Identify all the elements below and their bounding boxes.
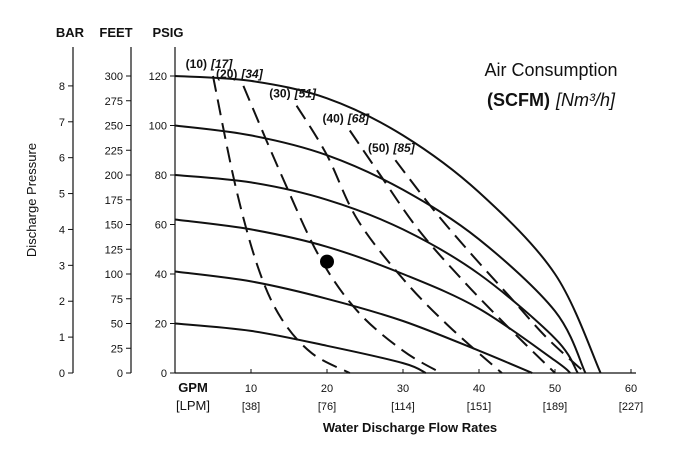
pressure-curve-6 xyxy=(174,322,427,374)
y-axis-psig-header: PSIG xyxy=(152,25,183,40)
y-tick-label: 0 xyxy=(59,368,65,380)
air-curve-scfm: (40) xyxy=(322,111,343,125)
y-tick-label: 1 xyxy=(59,332,65,344)
y-tick-label: 80 xyxy=(155,170,167,182)
y-tick-label: 175 xyxy=(105,195,123,207)
pressure-curve-4 xyxy=(174,218,571,374)
air-curve-4 xyxy=(348,129,556,374)
air-curve-label-2: (20) [34] xyxy=(216,67,264,81)
air-curve-label-1: (10) [17] xyxy=(186,57,234,71)
y-tick-label: 6 xyxy=(59,153,65,165)
air-curve-3 xyxy=(295,105,503,374)
x-tick-label: 40 xyxy=(473,383,485,395)
y-tick-label: 8 xyxy=(59,81,65,93)
y-tick-label: 120 xyxy=(149,71,167,83)
y-tick-label: 50 xyxy=(111,319,123,331)
y-tick-label: 150 xyxy=(105,220,123,232)
air-curve-scfm: (50) xyxy=(368,141,389,155)
air-curve-nm3h: [51] xyxy=(294,87,317,101)
pressure-curve-2 xyxy=(174,124,587,374)
y-tick-label: 4 xyxy=(59,224,65,236)
y-tick-label: 75 xyxy=(111,294,123,306)
y-tick-label: 2 xyxy=(59,296,65,308)
legend-units-nm3h: [Nm³/h] xyxy=(555,90,616,110)
air-curve-nm3h: [68] xyxy=(347,111,370,125)
air-curve-nm3h: [17] xyxy=(210,57,233,71)
air-curve-scfm: (20) xyxy=(216,67,237,81)
x-tick-label-lpm: [189] xyxy=(543,401,567,413)
y-tick-label: 300 xyxy=(105,71,123,83)
y-tick-label: 7 xyxy=(59,117,65,129)
y-tick-label: 5 xyxy=(59,189,65,201)
x-tick-label-lpm: [227] xyxy=(619,401,643,413)
y-tick-label: 20 xyxy=(155,319,167,331)
air-curve-label-3: (30) [51] xyxy=(269,87,317,101)
y-tick-label: 25 xyxy=(111,343,123,355)
x-tick-label-lpm: [114] xyxy=(391,401,415,413)
pressure-curve-3 xyxy=(174,174,579,374)
air-curve-2 xyxy=(242,85,442,374)
x-tick-label: 10 xyxy=(245,383,257,395)
y-tick-label: 125 xyxy=(105,244,123,256)
text-layer: BAR012345678FEET025507510012515017520022… xyxy=(24,25,643,435)
x-tick-label: 60 xyxy=(625,383,637,395)
x-tick-label-lpm: [38] xyxy=(242,401,260,413)
y-axis-feet-header: FEET xyxy=(99,25,132,40)
y-tick-label: 100 xyxy=(105,269,123,281)
curves-layer xyxy=(174,75,602,374)
x-tick-label-lpm: [76] xyxy=(318,401,336,413)
x-unit-label: GPM xyxy=(178,380,208,395)
y-tick-label: 275 xyxy=(105,96,123,108)
air-curve-scfm: (10) xyxy=(186,57,207,71)
x-tick-label-lpm: [151] xyxy=(467,401,491,413)
y-tick-label: 225 xyxy=(105,145,123,157)
y-tick-label: 60 xyxy=(155,220,167,232)
air-curve-nm3h: [34] xyxy=(240,67,263,81)
axes-layer xyxy=(68,47,636,374)
air-curve-label-4: (40) [68] xyxy=(322,111,370,125)
air-curve-label-5: (50) [85] xyxy=(368,141,416,155)
pressure-curve-5 xyxy=(174,270,533,374)
y-tick-label: 3 xyxy=(59,260,65,272)
pressure-curve-1 xyxy=(174,75,602,374)
air-curve-5 xyxy=(394,159,587,374)
y-tick-label: 200 xyxy=(105,170,123,182)
y-tick-label: 100 xyxy=(149,121,167,133)
air-curve-scfm: (30) xyxy=(269,87,290,101)
x-tick-label: 50 xyxy=(549,383,561,395)
y-tick-label: 0 xyxy=(161,368,167,380)
y-tick-label: 0 xyxy=(117,368,123,380)
air-curve-1 xyxy=(212,75,351,374)
legend-units-scfm: (SCFM) xyxy=(487,90,550,110)
y-tick-label: 250 xyxy=(105,121,123,133)
y-tick-label: 40 xyxy=(155,269,167,281)
y-axis-title: Discharge Pressure xyxy=(24,143,39,257)
x-tick-label: 30 xyxy=(397,383,409,395)
x-alt-unit-label: [LPM] xyxy=(176,398,210,413)
legend-units: (SCFM) [Nm³/h] xyxy=(487,90,616,110)
x-tick-label: 20 xyxy=(321,383,333,395)
y-axis-bar-header: BAR xyxy=(56,25,85,40)
air-curve-nm3h: [85] xyxy=(392,141,415,155)
legend-title: Air Consumption xyxy=(484,60,617,80)
operating-point-marker xyxy=(320,254,334,269)
x-axis-title: Water Discharge Flow Rates xyxy=(323,420,497,435)
